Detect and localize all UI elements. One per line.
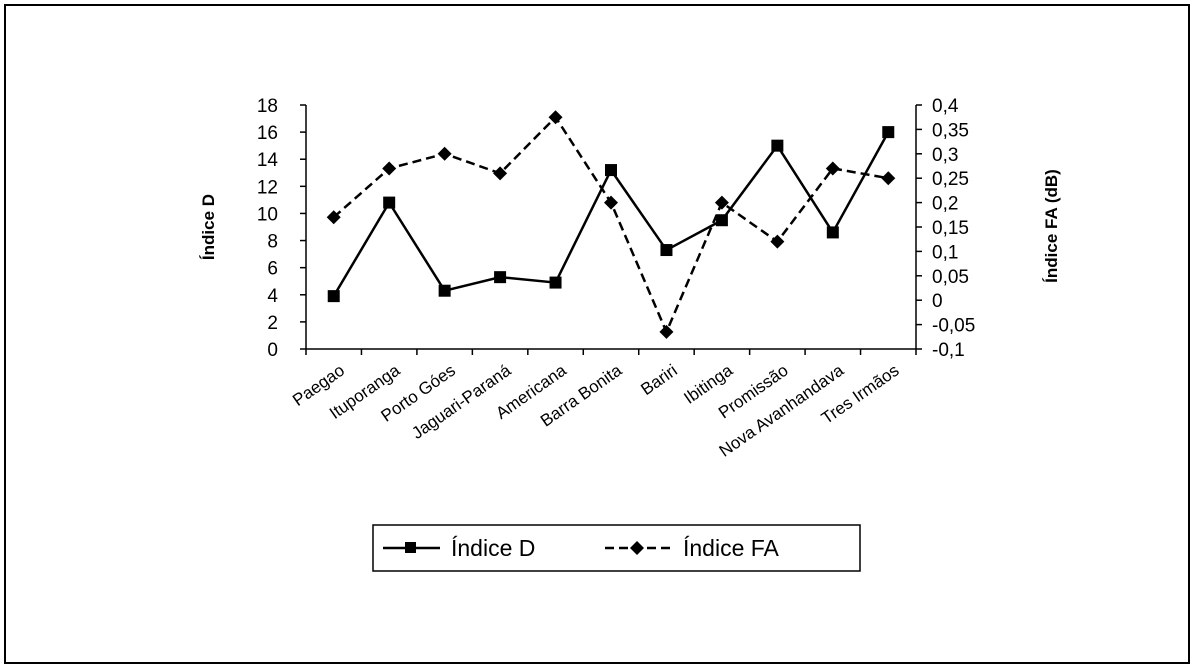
data-point-indice-fa: [326, 210, 341, 225]
series-line-indice-d: [332, 131, 890, 297]
legend-marker-d: [405, 542, 416, 553]
chart: 0 2 4 6 8 10 12 14 16 18 -0,1 -0,05 0 0,05 0,1 0,15 0,2 0…: [199, 96, 1061, 572]
data-point-indice-d: [438, 284, 451, 297]
right-axis-title: Índice FA (dB): [1042, 169, 1061, 283]
data-point-indice-d: [771, 139, 784, 152]
data-point-indice-fa: [437, 146, 452, 161]
left-tick-label: 8: [267, 232, 278, 253]
data-point-indice-d: [882, 126, 895, 139]
data-point-indice-fa: [881, 171, 896, 186]
data-point-indice-d: [383, 196, 396, 209]
left-tick-label: 0: [267, 340, 278, 361]
right-tick-label: 0,35: [932, 120, 969, 141]
data-point-indice-d: [660, 244, 673, 257]
left-tick-label: 6: [267, 259, 278, 280]
x-category-label: Bariri: [637, 361, 680, 399]
data-point-indice-d: [605, 164, 617, 177]
right-tick-label: 0,1: [932, 242, 958, 263]
data-point-indice-d: [549, 276, 562, 289]
legend-label-indice-fa: Índice FA: [683, 535, 780, 561]
legend-marker-fa: [630, 541, 644, 555]
left-tick-label: 12: [257, 177, 278, 198]
right-tick-label: 0,3: [932, 145, 958, 166]
right-tick-label: 0,4: [932, 96, 959, 117]
axes: [300, 104, 922, 355]
right-tick-label: 0,2: [932, 194, 958, 215]
legend: Índice D Índice FA: [372, 524, 861, 572]
series-layer: [326, 110, 896, 339]
data-point-indice-fa: [659, 324, 674, 339]
data-point-indice-fa: [714, 195, 729, 210]
left-tick-label: 10: [257, 204, 278, 225]
left-tick-label: 2: [267, 313, 278, 334]
left-tick-label: 18: [257, 96, 278, 117]
data-point-indice-d: [715, 214, 728, 227]
right-tick-label: 0,05: [932, 267, 969, 288]
data-point-indice-fa: [604, 195, 618, 210]
right-tick-label: 0,15: [932, 218, 969, 239]
right-tick-label: -0,05: [932, 316, 975, 337]
right-tick-label: 0: [932, 291, 943, 312]
data-point-indice-fa: [548, 110, 563, 125]
legend-label-indice-d: Índice D: [451, 535, 535, 561]
left-tick-label: 14: [257, 150, 279, 171]
labels: 0 2 4 6 8 10 12 14 16 18 -0,1 -0,05 0 0,05 0,1 0,15 0,2 0…: [199, 96, 1061, 461]
left-tick-label: 16: [257, 123, 278, 144]
left-tick-label: 4: [267, 286, 278, 307]
data-point-indice-d: [327, 290, 340, 303]
right-tick-label: 0,25: [932, 169, 969, 190]
series-line-indice-fa: [332, 115, 889, 336]
data-point-indice-d: [826, 226, 839, 239]
data-point-indice-fa: [770, 234, 785, 249]
data-point-indice-fa: [825, 161, 840, 176]
data-point-indice-fa: [493, 166, 508, 181]
data-point-indice-d: [494, 271, 507, 284]
right-tick-label: -0,1: [932, 340, 965, 361]
legend-box: [372, 524, 861, 572]
data-point-indice-fa: [382, 161, 397, 176]
left-axis-title: Índice D: [199, 194, 218, 260]
